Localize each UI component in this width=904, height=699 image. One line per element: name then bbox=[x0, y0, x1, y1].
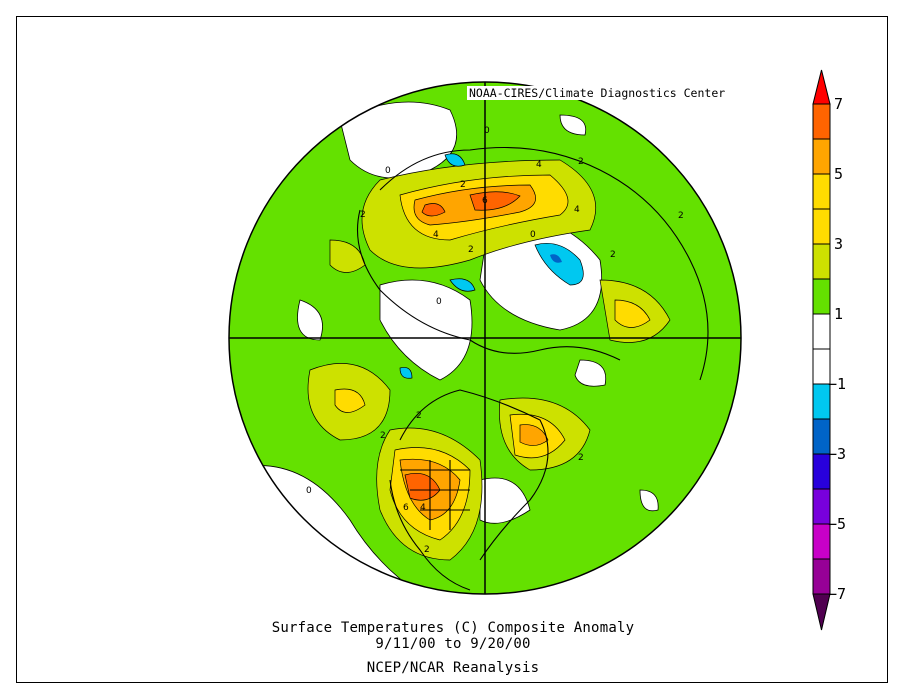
colorbar-label: −1 bbox=[828, 375, 847, 393]
contour-label: 6 bbox=[403, 503, 409, 513]
contour-label: 2 bbox=[380, 431, 386, 441]
anomaly-minus3-region bbox=[550, 254, 562, 263]
contour-label: 0 bbox=[484, 126, 490, 136]
colorbar-label: 5 bbox=[834, 165, 844, 183]
contour-label: 2 bbox=[424, 545, 430, 555]
map-title: Surface Temperatures (C) Composite Anoma… bbox=[271, 620, 635, 636]
colorbar-label: −7 bbox=[828, 585, 847, 603]
colorbar-bin bbox=[812, 103, 831, 140]
colorbar-bin bbox=[812, 278, 831, 315]
colorbar bbox=[812, 69, 831, 631]
contour-label: 2 bbox=[416, 411, 422, 421]
contour-label: 0 bbox=[530, 230, 536, 240]
contour-label: 0 bbox=[385, 166, 391, 176]
colorbar-label: 7 bbox=[834, 95, 844, 113]
colorbar-under-triangle bbox=[812, 593, 831, 631]
contour-label: 0 bbox=[306, 486, 312, 496]
colorbar-over-triangle bbox=[812, 69, 831, 105]
colorbar-label: −5 bbox=[828, 515, 847, 533]
contour-label: 2 bbox=[360, 210, 366, 220]
colorbar-bin bbox=[812, 243, 831, 280]
contour-label: 2 bbox=[678, 211, 684, 221]
anomaly-6C-regions bbox=[404, 191, 521, 501]
contour-labels: 0 2 4 6 2 4 0 2 2 0 2 4 2 2 6 4 2 2 0 0 … bbox=[306, 126, 684, 555]
contour-label: 2 bbox=[460, 180, 466, 190]
colorbar-label: 3 bbox=[834, 235, 844, 253]
colorbar-bin bbox=[812, 208, 831, 245]
contour-label: 4 bbox=[420, 503, 426, 513]
colorbar-bin bbox=[812, 173, 831, 210]
contour-label: 4 bbox=[574, 205, 580, 215]
colorbar-label: −3 bbox=[828, 445, 847, 463]
data-source: NCEP/NCAR Reanalysis bbox=[366, 660, 540, 676]
contour-label: 2 bbox=[468, 245, 474, 255]
contour-label: 2 bbox=[578, 157, 584, 167]
colorbar-bin bbox=[812, 138, 831, 175]
colorbar-bin bbox=[812, 313, 831, 350]
coastlines bbox=[357, 146, 709, 591]
contour-label: 4 bbox=[536, 160, 542, 170]
contour-label: 6 bbox=[482, 196, 488, 206]
figure-frame bbox=[16, 16, 888, 683]
contour-label: 2 bbox=[610, 250, 616, 260]
contour-label: 4 bbox=[433, 230, 439, 240]
anomaly-negative-regions bbox=[399, 153, 584, 379]
colorbar-label: 1 bbox=[834, 305, 844, 323]
contour-label: 0 bbox=[436, 297, 442, 307]
date-range: 9/11/00 to 9/20/00 bbox=[375, 636, 531, 652]
credit-text: NOAA-CIRES/Climate Diagnostics Center bbox=[467, 86, 728, 100]
contour-label: 2 bbox=[578, 453, 584, 463]
